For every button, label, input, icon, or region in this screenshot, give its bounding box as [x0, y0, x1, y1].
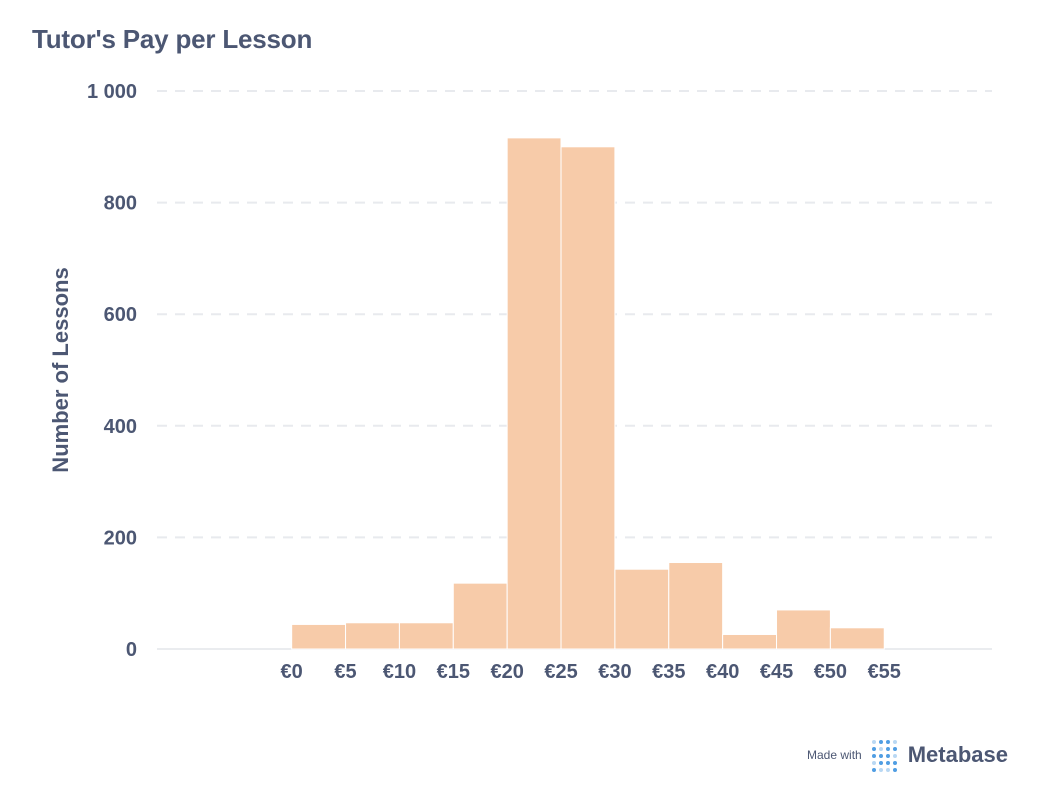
x-tick-label: €15 [437, 661, 470, 683]
histogram-bar[interactable] [398, 622, 454, 650]
x-tick-label: €5 [334, 661, 356, 683]
footer-branding: Made with Metabase [807, 740, 1008, 772]
x-tick-label: €20 [490, 661, 523, 683]
y-tick-label: 800 [104, 193, 137, 215]
histogram-bar[interactable] [668, 562, 724, 650]
histogram-bar[interactable] [614, 568, 670, 650]
histogram-bar[interactable] [506, 137, 562, 650]
histogram-bar[interactable] [452, 582, 508, 650]
x-tick-label: €35 [652, 661, 685, 683]
made-with-label: Made with [807, 748, 862, 762]
x-axis-ticks: €0 €5 €10 €15 €20 €25 €30 €35 €40 €45 €50 €55 [281, 661, 901, 683]
y-tick-label: 1 000 [87, 81, 137, 103]
metabase-brand-name: Metabase [907, 742, 1008, 767]
chart-title: Tutor's Pay per Lesson [32, 24, 313, 54]
histogram-bar[interactable] [560, 146, 616, 650]
histogram-bar[interactable] [722, 633, 778, 650]
histogram-bar[interactable] [776, 609, 831, 650]
histogram-bar[interactable] [829, 627, 885, 650]
x-tick-label: €10 [383, 661, 416, 683]
y-axis-title: Number of Lessons [48, 267, 73, 472]
x-tick-label: €40 [706, 661, 739, 683]
histogram-bar[interactable] [291, 623, 347, 650]
x-tick-label: €45 [760, 661, 793, 683]
y-tick-label: 0 [126, 639, 137, 661]
y-axis-ticks: 0 200 400 600 800 1 000 [87, 81, 137, 661]
x-tick-label: €30 [598, 661, 631, 683]
metabase-logo-icon [871, 740, 898, 772]
x-tick-label: €25 [544, 661, 577, 683]
y-tick-label: 600 [104, 304, 137, 326]
histogram-bar[interactable] [345, 622, 400, 650]
y-tick-label: 400 [104, 416, 137, 438]
x-tick-label: €50 [814, 661, 847, 683]
x-tick-label: €0 [281, 661, 303, 683]
y-tick-label: 200 [104, 527, 137, 549]
bars [291, 137, 885, 650]
x-tick-label: €55 [868, 661, 901, 683]
